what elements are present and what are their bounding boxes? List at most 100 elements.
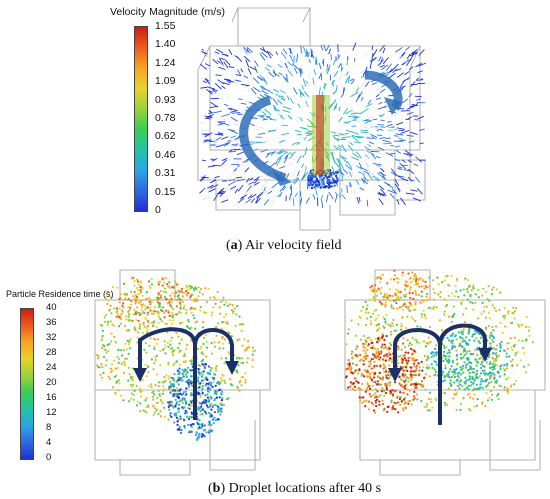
droplet-particle xyxy=(423,287,426,290)
droplet-particle xyxy=(161,284,164,287)
droplet-particle xyxy=(425,286,428,289)
droplet-particle xyxy=(414,279,418,282)
velocity-vector xyxy=(296,53,299,63)
velocity-vector xyxy=(333,144,339,151)
droplet-particle xyxy=(127,306,130,309)
droplet-particle xyxy=(444,299,447,302)
droplet-particle xyxy=(141,305,144,308)
droplet-particle xyxy=(355,364,358,367)
droplet-particle xyxy=(165,298,168,301)
droplet-particle xyxy=(163,281,166,285)
droplet-particle xyxy=(130,299,133,302)
droplet-particle xyxy=(414,303,417,306)
droplet-particle xyxy=(130,277,133,280)
droplet-particle xyxy=(206,393,209,396)
velocity-vector xyxy=(399,162,407,170)
droplet-particle xyxy=(414,289,417,293)
droplet-particle xyxy=(138,313,141,316)
velocity-vector xyxy=(398,175,405,178)
velocity-vector xyxy=(249,122,255,127)
droplet-particle xyxy=(158,311,161,314)
droplet-particle xyxy=(418,285,421,288)
droplet-particle xyxy=(414,292,418,295)
droplet-particle xyxy=(187,288,191,291)
droplet-particle xyxy=(189,295,192,298)
velocity-vector xyxy=(382,56,390,65)
droplet-particle xyxy=(133,308,136,312)
droplet-particle xyxy=(382,358,385,361)
droplet-particle xyxy=(419,277,422,280)
droplet-particle xyxy=(402,342,405,345)
velocity-vector xyxy=(299,117,303,122)
velocity-vector xyxy=(412,120,421,122)
droplet-particle xyxy=(187,423,190,426)
droplet-particle xyxy=(382,295,385,299)
droplet-particle xyxy=(366,337,369,340)
velocity-vector xyxy=(294,118,300,124)
droplet-particle xyxy=(142,310,145,314)
droplet-particle xyxy=(352,381,355,385)
droplet-particle xyxy=(159,415,162,418)
droplet-particle xyxy=(116,366,119,370)
droplet-particle xyxy=(210,314,213,317)
droplet-particle xyxy=(214,419,217,422)
droplet-particle xyxy=(187,292,190,295)
droplet-particle xyxy=(388,294,392,297)
droplet-particle xyxy=(416,325,419,328)
droplet-particle xyxy=(134,300,137,303)
velocity-vector xyxy=(387,189,396,194)
droplet-particle xyxy=(138,323,141,326)
velocity-vector xyxy=(347,144,354,152)
velocity-vector xyxy=(399,85,406,89)
droplet-particle xyxy=(444,364,447,367)
droplet-particle xyxy=(366,348,369,351)
droplet-particle xyxy=(178,351,181,354)
droplet-particle xyxy=(453,369,456,372)
droplet-particle xyxy=(397,355,400,358)
velocity-vector xyxy=(367,99,372,105)
droplet-particle xyxy=(395,301,398,305)
droplet-particle xyxy=(159,349,162,352)
velocity-vector xyxy=(397,166,403,169)
droplet-particle xyxy=(195,431,198,434)
droplet-particle xyxy=(214,302,217,305)
droplet-particle xyxy=(430,352,433,355)
droplet-particle xyxy=(216,408,219,411)
velocity-vector xyxy=(219,190,227,197)
droplet-particle xyxy=(392,299,395,302)
droplet-particle xyxy=(178,425,181,428)
velocity-vector xyxy=(355,87,360,93)
droplet-particle xyxy=(200,379,204,382)
droplet-particle xyxy=(409,281,412,284)
velocity-vector xyxy=(204,117,211,120)
droplet-particle xyxy=(179,311,182,314)
droplet-particle xyxy=(456,362,459,365)
droplet-particle xyxy=(491,393,494,396)
droplet-particle xyxy=(205,378,208,381)
droplet-particle xyxy=(461,299,464,302)
droplet-particle xyxy=(415,283,419,286)
droplet-particle xyxy=(349,385,352,388)
velocity-vector xyxy=(236,79,241,82)
droplet-particle xyxy=(443,279,446,282)
droplet-particle xyxy=(498,308,501,312)
droplet-particle xyxy=(506,387,509,390)
droplet-particle xyxy=(107,349,110,353)
velocity-vector xyxy=(204,133,210,136)
droplet-particle xyxy=(142,303,145,306)
droplet-particle xyxy=(491,338,494,341)
droplet-particle xyxy=(426,342,430,345)
droplet-particle xyxy=(211,418,215,421)
droplet-particle xyxy=(412,308,415,311)
droplet-particle xyxy=(462,328,465,331)
droplet-particle xyxy=(503,386,506,389)
droplet-particle xyxy=(399,403,402,406)
droplet-particle xyxy=(452,332,455,335)
droplet-particle xyxy=(358,368,361,371)
droplet-particle xyxy=(376,383,379,386)
velocity-vector xyxy=(289,54,294,62)
droplet-particle xyxy=(503,369,506,372)
velocity-vector xyxy=(418,58,422,62)
velocity-vector xyxy=(402,77,410,83)
velocity-vector xyxy=(392,112,399,117)
